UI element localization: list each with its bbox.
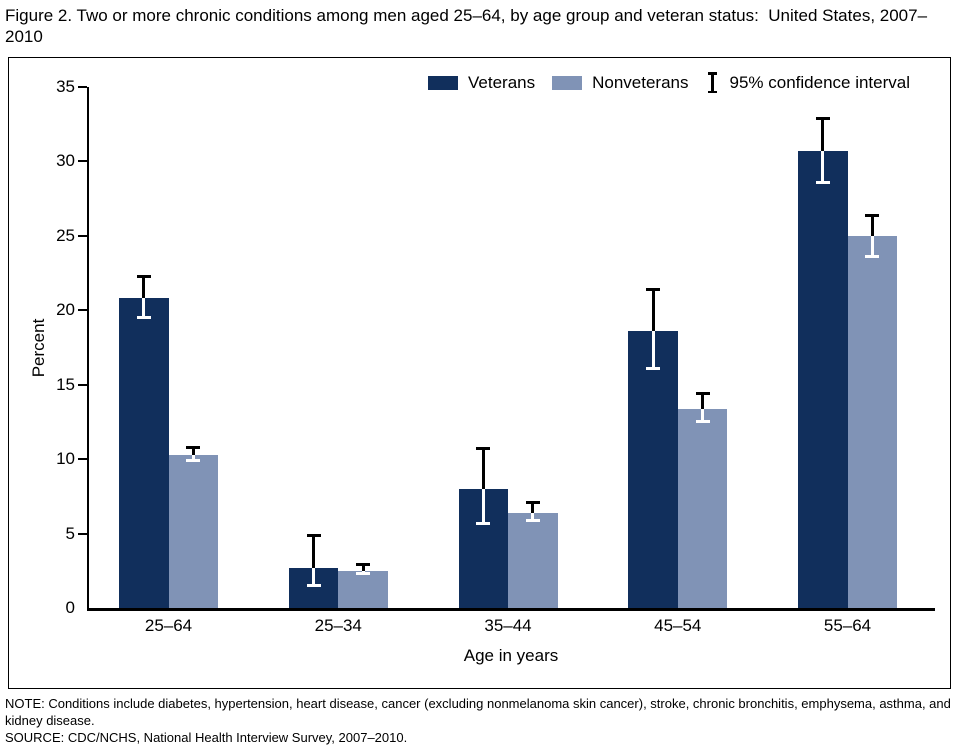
figure-title: Figure 2. Two or more chronic conditions… xyxy=(5,6,928,46)
nonveterans-swatch-icon xyxy=(552,75,583,90)
y-tick xyxy=(78,309,87,312)
y-tick-label: 10 xyxy=(56,449,75,469)
x-axis-title: Age in years xyxy=(463,646,559,665)
error-bar-cap-top xyxy=(815,116,830,120)
error-bar-line-upper xyxy=(531,500,535,513)
error-bar-line-upper xyxy=(870,213,874,236)
bar-nonveterans-25-64 xyxy=(168,454,218,608)
error-bar-line-upper xyxy=(481,447,485,489)
error-bar-cap-bottom xyxy=(476,521,491,525)
error-bar-cap-top xyxy=(306,533,321,537)
error-bar-cap-bottom xyxy=(186,459,201,463)
error-bar-cap-bottom xyxy=(695,420,710,424)
legend-label-veterans: Veterans xyxy=(468,72,536,92)
y-tick-label: 25 xyxy=(56,225,75,245)
error-bar-line-upper xyxy=(821,116,825,151)
legend-label-ci: 95% confidence interval xyxy=(729,72,911,92)
error-bar-cap-top xyxy=(525,500,540,504)
x-tick-label: 35–44 xyxy=(484,616,532,635)
error-bar-cap-top xyxy=(356,563,370,567)
y-axis-line xyxy=(87,87,89,611)
x-axis-line xyxy=(87,608,935,611)
y-tick-label: 5 xyxy=(65,523,75,543)
error-bar-cap-top xyxy=(695,392,710,396)
legend-label-nonveterans: Nonveterans xyxy=(592,72,689,92)
footnotes: NOTE: Conditions include diabetes, hyper… xyxy=(5,695,951,746)
bar-veterans-55-64 xyxy=(798,151,848,608)
error-bar-icon xyxy=(706,72,720,93)
error-bar-line-lower xyxy=(701,408,704,424)
y-tick xyxy=(78,160,87,163)
error-bar-cap-top xyxy=(646,287,660,291)
error-bar-line-lower xyxy=(821,151,825,184)
error-bar-cap-top xyxy=(136,274,151,278)
x-tick-label: 45–54 xyxy=(654,616,702,635)
error-bar-cap-top xyxy=(186,445,201,449)
y-tick xyxy=(78,532,87,535)
error-bar-cap-bottom xyxy=(646,366,660,370)
error-bar-line-lower xyxy=(191,454,195,463)
y-tick xyxy=(78,86,87,88)
y-tick xyxy=(78,234,87,237)
error-bar-line-upper xyxy=(651,287,655,332)
error-bar-cap-bottom xyxy=(136,316,151,320)
bar-nonveterans-45-54 xyxy=(677,408,728,608)
note-text: NOTE: Conditions include diabetes, hyper… xyxy=(5,696,951,728)
error-bar-line-lower xyxy=(142,298,146,320)
y-tick-label: 0 xyxy=(65,598,75,617)
error-bar-line-upper xyxy=(701,392,704,409)
error-bar-cap-top xyxy=(865,213,880,217)
y-tick-label: 15 xyxy=(56,374,75,394)
source-text: SOURCE: CDC/NCHS, National Health Interv… xyxy=(5,730,408,745)
error-bar-cap-bottom xyxy=(306,584,321,588)
x-tick-label: 25–64 xyxy=(144,616,193,635)
bar-nonveterans-25-34 xyxy=(338,570,388,608)
error-bar-line-lower xyxy=(312,567,315,588)
legend-item-nonveterans: Nonveterans xyxy=(552,72,689,93)
error-bar-line-lower xyxy=(870,235,874,259)
veterans-swatch-icon xyxy=(428,75,458,90)
bar-veterans-45-54 xyxy=(628,331,678,608)
y-tick-label: 20 xyxy=(56,300,75,320)
legend-item-ci: 95% confidence interval xyxy=(706,72,911,93)
error-bar-line-upper xyxy=(361,563,365,571)
x-tick-label: 25–34 xyxy=(314,616,362,635)
error-bar-cap-top xyxy=(476,447,491,451)
legend: Veterans Nonveterans 95% confidence inte… xyxy=(428,72,910,93)
bar-veterans-25-64 xyxy=(119,298,169,608)
bar-nonveterans-55-64 xyxy=(847,235,897,608)
error-bar-line-lower xyxy=(531,512,535,522)
error-bar-cap-bottom xyxy=(865,255,880,259)
x-tick-label: 55–64 xyxy=(823,616,872,635)
error-bar-line-lower xyxy=(651,331,655,370)
chart-canvas: Veterans Nonveterans 95% confidence inte… xyxy=(8,57,951,689)
error-bar-line-upper xyxy=(191,445,195,455)
y-tick xyxy=(78,383,87,386)
error-bar-cap-bottom xyxy=(525,518,540,522)
error-bar-line-lower xyxy=(481,488,485,525)
error-bar-cap-bottom xyxy=(815,180,830,184)
legend-item-veterans: Veterans xyxy=(428,73,535,93)
y-tick xyxy=(78,458,87,461)
y-tick-label: 35 xyxy=(56,77,75,96)
error-bar-line-upper xyxy=(142,274,146,299)
y-tick-label: 30 xyxy=(56,151,75,171)
error-bar-line-upper xyxy=(312,533,315,568)
error-bar-cap-bottom xyxy=(356,572,370,576)
bar-nonveterans-35-44 xyxy=(508,512,558,608)
